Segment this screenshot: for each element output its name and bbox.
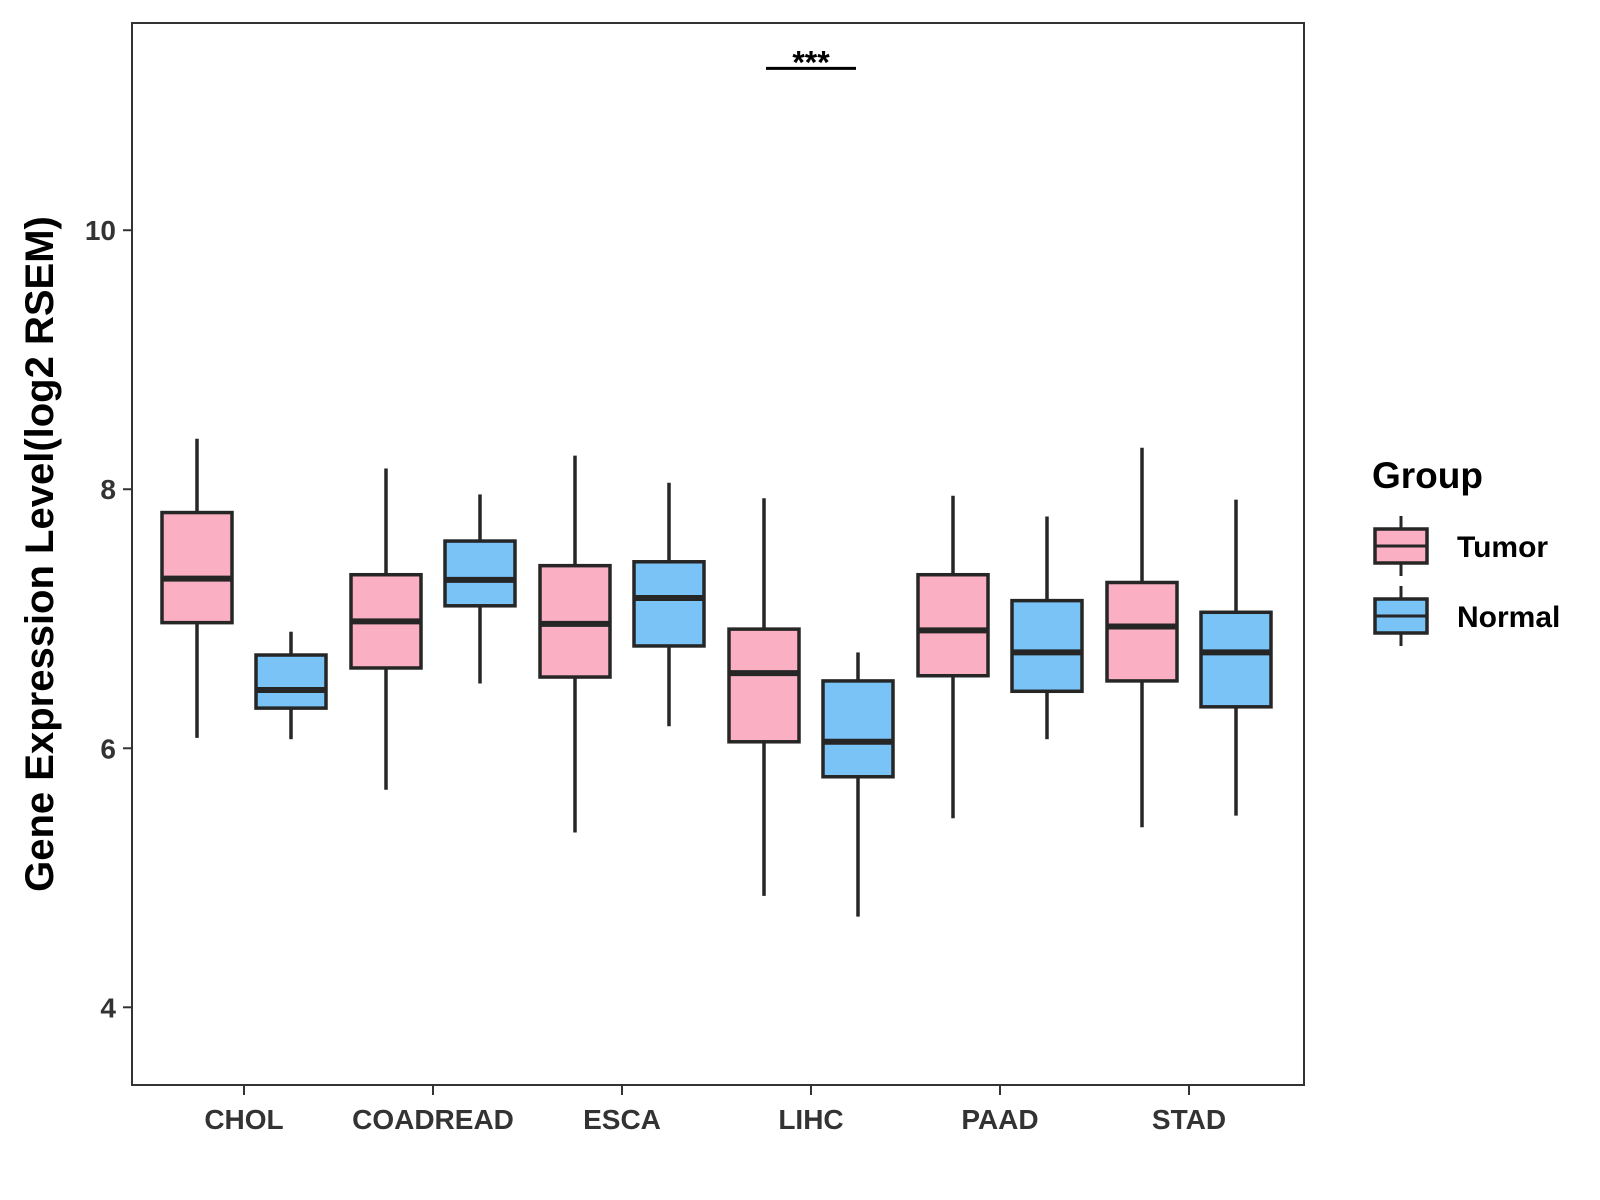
box-normal-lihc — [821, 652, 895, 917]
x-tick-label-coadread: COADREAD — [352, 1104, 514, 1135]
plot-panel — [131, 22, 1305, 1086]
legend-label-tumor: Tumor — [1457, 531, 1548, 564]
box-normal-coadread — [443, 494, 517, 684]
box-iqr — [1010, 598, 1084, 694]
legend-title: Group — [1372, 455, 1483, 496]
box-normal-stad — [1199, 499, 1273, 816]
y-axis: 4 6 8 10 — [85, 215, 132, 1023]
box-tumor-chol — [160, 438, 234, 738]
legend: Group Tumor Normal — [1372, 455, 1560, 646]
legend-label-normal: Normal — [1457, 601, 1560, 634]
box-iqr — [443, 539, 517, 608]
box-iqr — [1105, 580, 1179, 683]
y-tick-label-4: 4 — [100, 992, 116, 1023]
x-tick-label-chol: CHOL — [204, 1104, 283, 1135]
y-tick-label-10: 10 — [85, 215, 116, 246]
box-iqr — [254, 653, 328, 710]
box-tumor-paad — [916, 495, 990, 819]
box-tumor-coadread — [349, 468, 423, 790]
box-normal-paad — [1010, 516, 1084, 740]
box-iqr — [727, 627, 801, 744]
x-tick-label-paad: PAAD — [961, 1104, 1038, 1135]
x-axis: CHOL COADREAD ESCA LIHC PAAD STAD — [204, 1085, 1226, 1135]
box-iqr — [821, 679, 895, 779]
boxes-layer — [160, 438, 1273, 917]
significance-label-lihc: *** — [792, 44, 830, 80]
box-iqr — [632, 560, 706, 648]
box-tumor-lihc — [727, 498, 801, 896]
x-tick-label-esca: ESCA — [583, 1104, 661, 1135]
legend-item-tumor: Tumor — [1373, 516, 1548, 576]
box-iqr — [916, 572, 990, 678]
y-tick-label-8: 8 — [100, 474, 116, 505]
y-axis-title: Gene Expression Level(log2 RSEM) — [18, 216, 62, 892]
legend-item-normal: Normal — [1373, 586, 1560, 646]
box-tumor-stad — [1105, 447, 1179, 828]
annotations-layer: *** — [766, 44, 856, 80]
y-tick-label-6: 6 — [100, 733, 116, 764]
x-tick-label-lihc: LIHC — [778, 1104, 843, 1135]
box-normal-chol — [254, 631, 328, 740]
box-iqr — [1199, 610, 1273, 709]
box-iqr — [160, 510, 234, 625]
box-tumor-esca — [538, 455, 612, 833]
x-tick-label-stad: STAD — [1152, 1104, 1226, 1135]
box-normal-esca — [632, 482, 706, 727]
